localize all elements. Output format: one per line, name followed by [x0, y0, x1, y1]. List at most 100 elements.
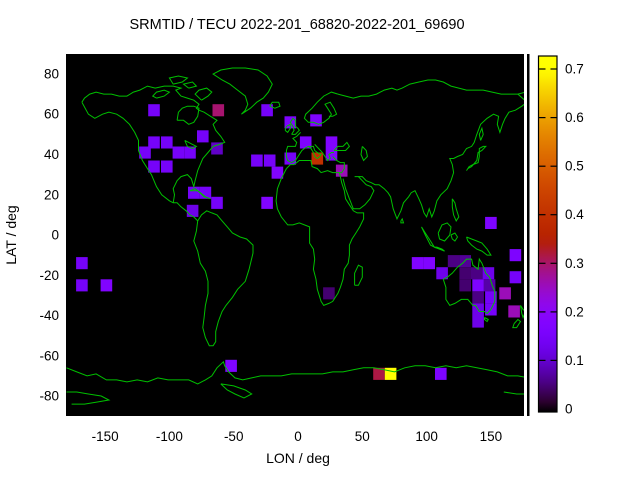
- heatmap-cell: [172, 146, 185, 159]
- coastline: [314, 144, 334, 162]
- heatmap-cell: [335, 164, 348, 177]
- colorbar-tick-label: 0.3: [565, 256, 584, 271]
- coastlines: [66, 67, 524, 405]
- y-tick-label: -80: [39, 389, 59, 404]
- y-axis-tick-labels: 80 60 40 20 0 -20 -40 -60 -80: [39, 67, 59, 404]
- heatmap-cell: [310, 114, 322, 127]
- coastline: [360, 146, 368, 162]
- heatmap-cell: [261, 104, 273, 117]
- y-tick-label: 80: [44, 67, 59, 82]
- x-tick-label: 0: [294, 429, 302, 444]
- figure-title: SRMTID / TECU 2022-201_68820-2022-201_69…: [129, 17, 464, 33]
- heatmap-cell: [188, 186, 200, 199]
- heatmap-cell: [161, 136, 173, 149]
- heatmap-cell: [251, 154, 263, 167]
- heatmap-cell: [459, 267, 471, 280]
- coastline: [466, 145, 487, 171]
- heatmap-cell: [199, 186, 212, 199]
- heatmap-cell: [184, 146, 196, 159]
- x-tick-label: 100: [415, 429, 438, 444]
- coastline: [303, 91, 339, 125]
- x-axis-label: LON / deg: [266, 450, 330, 466]
- x-tick-label: -50: [224, 429, 244, 444]
- coastline: [437, 222, 452, 242]
- y-axis-label: LAT / deg: [3, 205, 19, 264]
- colorbar-tick-label: 0.4: [565, 207, 584, 222]
- colorbar-tick-label: 0: [565, 402, 573, 417]
- coastline: [66, 360, 524, 385]
- heatmap-cell: [261, 196, 273, 209]
- heatmap-cell: [323, 287, 335, 300]
- heatmap-cell: [76, 257, 88, 270]
- heatmap-cell: [271, 166, 284, 179]
- coastline: [289, 117, 300, 135]
- heatmap-cell: [263, 154, 276, 167]
- coastline: [333, 141, 351, 151]
- heatmap-cell: [284, 152, 297, 165]
- heatmap-cell: [447, 255, 460, 268]
- heatmap-cell: [509, 271, 522, 284]
- colorbar-tick-label: 0.7: [565, 62, 584, 77]
- colorbar-tick-label: 0.2: [565, 304, 584, 319]
- coastline: [220, 383, 253, 399]
- coastline: [484, 317, 490, 323]
- heatmap-cell: [485, 216, 497, 229]
- coastline: [286, 160, 340, 174]
- colorbar-tick-label: 0.6: [565, 110, 584, 125]
- heatmap-cell: [509, 249, 522, 262]
- x-tick-label: 50: [355, 429, 370, 444]
- coastline: [450, 232, 459, 242]
- coastline: [442, 257, 496, 315]
- heatmap-cell: [459, 279, 471, 292]
- coastline: [520, 305, 524, 319]
- heatmap-cell: [197, 130, 209, 143]
- heatmap-cell: [482, 267, 495, 280]
- plot-right-border: [527, 54, 530, 416]
- coastline: [189, 188, 211, 200]
- coastline: [182, 81, 198, 89]
- heatmap-cell: [472, 279, 484, 292]
- coastline: [434, 246, 445, 252]
- x-axis-tick-labels: -150 -100 -50 0 50 100 150: [92, 429, 503, 444]
- heatmap-cell: [148, 104, 160, 117]
- coastline: [151, 89, 171, 99]
- colorbar-tick-labels: 0 0.1 0.2 0.3 0.4 0.5 0.6 0.7: [565, 62, 584, 417]
- coastline: [275, 168, 365, 307]
- heatmap-cell: [148, 160, 160, 173]
- coastline: [400, 217, 405, 224]
- heatmap-cell: [299, 136, 312, 149]
- heatmap-cell: [472, 291, 484, 304]
- heatmap-cell: [100, 279, 113, 292]
- coastline: [342, 176, 375, 210]
- heatmap-cell: [508, 305, 520, 318]
- coastline: [212, 67, 273, 115]
- coastline: [176, 105, 200, 125]
- heatmap-cell: [211, 142, 223, 155]
- heatmap-cell: [325, 136, 338, 149]
- x-tick-label: -100: [156, 429, 183, 444]
- heatmap-cell: [325, 148, 338, 161]
- heatmap-cell: [373, 367, 385, 380]
- coastline: [466, 236, 492, 256]
- coastline: [332, 156, 345, 174]
- x-tick-label: -150: [92, 429, 119, 444]
- coastline: [184, 139, 198, 150]
- coastline: [358, 93, 524, 221]
- heatmap-cell: [186, 204, 199, 217]
- map-background: [66, 54, 524, 416]
- heatmap-cell: [472, 315, 484, 328]
- heatmap-cell: [435, 367, 447, 380]
- y-tick-label: -60: [39, 348, 59, 363]
- heatmap-cell: [139, 146, 151, 159]
- heatmap-cell: [436, 267, 448, 280]
- coastline: [193, 210, 254, 347]
- heatmap-cell: [161, 160, 173, 173]
- colorbar-tick-label: 0.1: [565, 353, 584, 368]
- y-tick-label: -40: [39, 308, 59, 323]
- coastline: [194, 87, 213, 101]
- y-tick-label: 40: [44, 147, 59, 162]
- heatmap-cell: [211, 196, 223, 209]
- coastline: [168, 75, 189, 85]
- coastline: [81, 101, 199, 222]
